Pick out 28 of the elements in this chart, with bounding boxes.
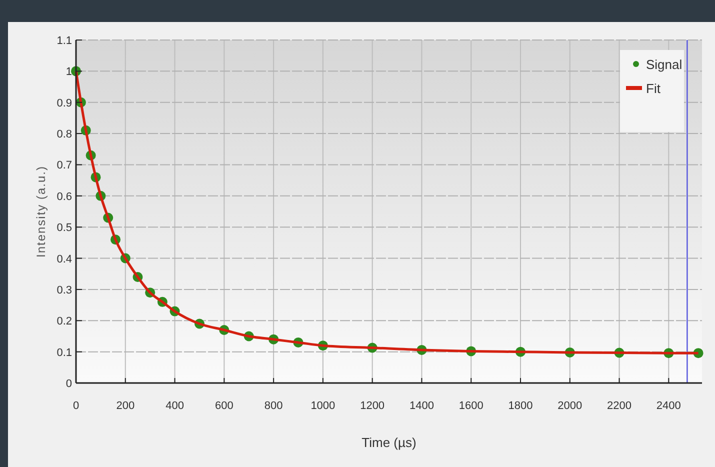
x-tick-label: 1000 bbox=[310, 400, 336, 412]
x-tick-label: 1600 bbox=[458, 400, 484, 412]
x-tick-label: 1800 bbox=[508, 400, 533, 412]
x-tick-label: 1200 bbox=[360, 400, 385, 412]
x-tick-label: 2200 bbox=[607, 400, 632, 412]
y-tick-label: 0.7 bbox=[56, 160, 72, 172]
x-tick-label: 800 bbox=[264, 400, 283, 412]
y-tick-label: 0.8 bbox=[56, 128, 72, 141]
y-tick-label: 0.6 bbox=[56, 190, 72, 203]
y-tick-label: 0.3 bbox=[56, 284, 72, 296]
y-tick-label: 1 bbox=[66, 66, 72, 78]
x-tick-label: 2000 bbox=[558, 400, 582, 412]
x-tick-label: 1400 bbox=[409, 400, 434, 412]
x-tick-label: 2400 bbox=[656, 400, 681, 412]
x-tick-label: 200 bbox=[116, 400, 135, 412]
x-axis-title: Time (µs) bbox=[362, 435, 416, 450]
y-tick-label: 0.9 bbox=[56, 97, 72, 110]
y-tick-label: 0.1 bbox=[56, 346, 72, 359]
legend-label: Signal bbox=[646, 57, 682, 72]
y-tick-label: 0.5 bbox=[56, 222, 72, 234]
y-tick-label: 0.4 bbox=[56, 253, 72, 266]
y-axis-title: Intensity (a.u.) bbox=[34, 165, 48, 258]
x-tick-label: 400 bbox=[166, 400, 184, 412]
x-tick-label: 600 bbox=[214, 400, 234, 412]
y-tick-label: 1.1 bbox=[56, 35, 72, 47]
y-tick-label: 0.2 bbox=[56, 316, 72, 328]
y-tick-label: 0 bbox=[66, 378, 72, 390]
legend-label: Fit bbox=[646, 81, 661, 96]
